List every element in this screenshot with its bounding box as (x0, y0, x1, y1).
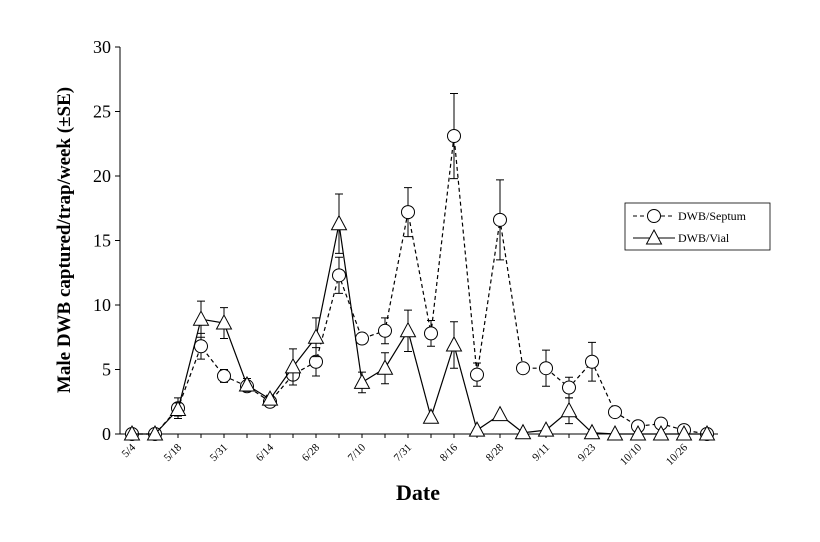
x-tick-label: 5/4 (120, 441, 139, 460)
data-point (332, 268, 346, 283)
x-tick-label: 9/11 (530, 442, 552, 464)
data-point (629, 424, 647, 441)
data-point (606, 424, 624, 441)
y-tick-label: 25 (93, 102, 111, 122)
data-point (445, 335, 463, 352)
data-point (194, 339, 208, 354)
data-point (562, 380, 576, 395)
legend-label: DWB/Vial (678, 231, 730, 245)
x-tick-label: 7/31 (392, 442, 414, 464)
y-tick-label: 15 (93, 231, 111, 251)
x-tick-label: 5/31 (208, 442, 230, 464)
legend-label: DWB/Septum (678, 209, 747, 223)
data-point (447, 129, 461, 144)
data-point (583, 423, 601, 440)
data-point (422, 408, 440, 424)
data-point (675, 424, 693, 441)
x-tick-label: 7/10 (346, 441, 369, 464)
y-axis-label: Male DWB captured/trap/week (±SE) (54, 87, 75, 393)
data-point (468, 421, 486, 437)
x-tick-label: 10/10 (618, 441, 645, 468)
data-point (585, 354, 599, 369)
data-point (284, 357, 302, 374)
data-point (192, 310, 210, 326)
y-tick-label: 20 (93, 166, 111, 186)
data-point (493, 212, 507, 227)
series-line (132, 135, 708, 435)
data-point (516, 361, 530, 376)
data-point (353, 373, 371, 389)
data-point (123, 424, 141, 441)
data-point (560, 401, 578, 418)
legend-box (624, 202, 771, 251)
data-point (355, 331, 369, 346)
data-point (491, 405, 509, 422)
data-point (539, 361, 553, 376)
data-point (217, 368, 231, 383)
legend-marker (647, 209, 661, 223)
x-tick-label: 9/23 (576, 441, 599, 464)
data-point (146, 424, 164, 441)
data-point (652, 424, 670, 441)
data-point (514, 423, 532, 440)
x-tick-label: 10/26 (664, 441, 691, 468)
x-tick-label: 8/28 (484, 441, 507, 464)
data-point (330, 214, 348, 231)
data-point (307, 328, 325, 344)
data-point (238, 375, 256, 392)
y-tick-label: 30 (93, 37, 111, 57)
data-point (376, 359, 394, 375)
data-point (698, 424, 716, 441)
x-tick-label: 6/14 (254, 441, 277, 464)
data-point (261, 390, 279, 406)
data-point (309, 354, 323, 369)
x-tick-label: 6/28 (300, 441, 323, 464)
legend-marker (645, 228, 663, 245)
data-point (399, 321, 417, 338)
y-tick-label: 0 (102, 424, 111, 444)
data-point (608, 405, 622, 420)
data-point (378, 323, 392, 338)
data-point (424, 326, 438, 341)
x-axis-label: Date (396, 480, 440, 505)
data-point (537, 421, 555, 437)
y-tick-label: 10 (93, 295, 111, 315)
data-point (169, 400, 187, 416)
data-point (470, 367, 484, 382)
data-point (215, 314, 233, 330)
y-tick-label: 5 (102, 360, 111, 380)
x-tick-label: 8/16 (438, 441, 461, 464)
x-tick-label: 5/18 (162, 441, 185, 464)
data-point (401, 205, 415, 220)
